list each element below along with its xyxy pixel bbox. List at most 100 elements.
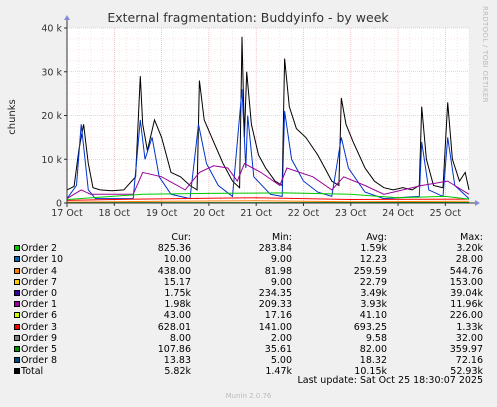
legend-swatch [14, 368, 20, 375]
legend-max: 226.00 [449, 310, 483, 322]
legend-row: Order 7 15.17 9.00 22.79 153.00 [0, 277, 497, 288]
legend-name: Order 2 [21, 243, 58, 255]
rrdtool-watermark: RRDTOOL / TOBI OETIKER [481, 6, 489, 103]
legend-row: Order 3 628.01 141.00 693.25 1.33k [0, 322, 497, 333]
legend-avg: 3.49k [360, 287, 387, 299]
legend-header-cur: Cur: [171, 232, 191, 243]
legend-name: Order 7 [21, 276, 58, 288]
legend-max: 359.97 [449, 343, 483, 355]
legend-name: Order 10 [21, 254, 64, 266]
legend-name: Order 9 [21, 332, 58, 344]
legend-row: Order 9 8.00 2.00 9.58 32.00 [0, 333, 497, 344]
legend-avg: 10.15k [354, 366, 387, 378]
x-tick-label: 23 Oct [335, 208, 367, 219]
legend-name: Order 0 [21, 287, 58, 299]
chart: External fragmentation: Buddyinfo - by w… [7, 10, 480, 219]
legend-name: Order 8 [21, 355, 58, 367]
legend-swatch [14, 312, 20, 319]
legend-min: 9.00 [270, 254, 292, 266]
legend-avg: 1.59k [360, 243, 387, 255]
legend-cur: 43.00 [163, 310, 191, 322]
x-tick-label: 25 Oct [430, 208, 462, 219]
legend-avg: 259.59 [353, 265, 387, 277]
legend-max: 3.20k [456, 243, 483, 255]
legend-avg: 22.79 [359, 276, 387, 288]
legend-row: Order 4 438.00 81.98 259.59 544.76 [0, 266, 497, 277]
legend-avg: 9.58 [365, 332, 387, 344]
legend-min: 1.47k [265, 366, 292, 378]
x-tick-label: 20 Oct [193, 208, 225, 219]
legend-header-max: Max: [460, 232, 483, 243]
legend-swatch [14, 267, 20, 274]
y-tick-label: 20 k [41, 111, 62, 122]
legend-min: 81.98 [264, 265, 292, 277]
legend-min: 2.00 [270, 332, 292, 344]
x-tick-label: 22 Oct [288, 208, 320, 219]
series-line-order-2 [66, 192, 470, 200]
legend-cur: 8.00 [169, 332, 191, 344]
legend-swatch [14, 256, 20, 263]
legend-min: 17.16 [264, 310, 292, 322]
legend-name: Total [21, 366, 44, 378]
legend-name: Order 6 [21, 310, 58, 322]
legend-cur: 628.01 [157, 321, 191, 333]
legend-header-avg: Avg: [366, 232, 387, 243]
legend-row: Order 1 1.98k 209.33 3.93k 11.96k [0, 299, 497, 310]
y-tick-label: 0 [56, 199, 62, 210]
x-tick-label: 19 Oct [146, 208, 178, 219]
legend-swatch [14, 323, 20, 330]
legend-cur: 1.75k [164, 287, 191, 299]
legend-swatch [14, 301, 20, 308]
y-tick-label: 40 k [41, 24, 62, 35]
legend-row: Order 6 43.00 17.16 41.10 226.00 [0, 310, 497, 321]
legend-max: 153.00 [449, 276, 483, 288]
legend-cur: 5.82k [164, 366, 191, 378]
series-line-total [66, 36, 470, 192]
legend-header-min: Min: [271, 232, 292, 243]
legend-max: 52.93k [450, 366, 483, 378]
legend-name: Order 3 [21, 321, 58, 333]
legend-swatch [14, 245, 20, 252]
legend-min: 209.33 [258, 299, 292, 311]
munin-version: Munin 2.0.76 [225, 392, 272, 400]
legend-cur: 107.86 [157, 343, 191, 355]
legend-min: 35.61 [264, 343, 292, 355]
x-tick-label: 18 Oct [99, 208, 131, 219]
chart-title: External fragmentation: Buddyinfo - by w… [107, 10, 389, 25]
legend-cur: 15.17 [163, 276, 191, 288]
series-layer [66, 36, 470, 204]
legend-avg: 18.32 [359, 355, 387, 367]
legend-swatch [14, 289, 20, 296]
legend-max: 32.00 [455, 332, 483, 344]
legend-row: Order 5 107.86 35.61 82.00 359.97 [0, 344, 497, 355]
legend-row: Order 0 1.75k 234.35 3.49k 39.04k [0, 288, 497, 299]
legend-max: 72.16 [455, 355, 483, 367]
legend-swatch [14, 345, 20, 352]
legend-min: 5.00 [270, 355, 292, 367]
legend-swatch [14, 357, 20, 364]
legend-row: Order 10 10.00 9.00 12.23 28.00 [0, 254, 497, 265]
legend-min: 283.84 [258, 243, 292, 255]
legend-header: Cur: Min: Avg: Max: [0, 232, 497, 243]
legend-cur: 825.36 [157, 243, 191, 255]
series-line-order-4 [66, 200, 470, 203]
legend-cur: 10.00 [163, 254, 191, 266]
legend-row: Order 2 825.36 283.84 1.59k 3.20k [0, 243, 497, 254]
y-tick-label: 30 k [41, 67, 62, 78]
legend: Cur: Min: Avg: Max: Order 2 825.36 283.84 1… [0, 232, 497, 377]
legend-max: 544.76 [449, 265, 483, 277]
legend-avg: 693.25 [353, 321, 387, 333]
legend-max: 28.00 [455, 254, 483, 266]
legend-name: Order 5 [21, 343, 58, 355]
legend-row: Order 8 13.83 5.00 18.32 72.16 [0, 355, 497, 366]
legend-swatch [14, 278, 20, 285]
legend-max: 39.04k [450, 287, 483, 299]
legend-swatch [14, 334, 20, 341]
y-tick-label: 10 k [41, 155, 62, 166]
legend-name: Order 4 [21, 265, 58, 277]
legend-avg: 41.10 [359, 310, 387, 322]
x-tick-label: 24 Oct [382, 208, 414, 219]
last-update: Last update: Sat Oct 25 18:30:07 2025 [297, 375, 483, 386]
legend-min: 234.35 [258, 287, 292, 299]
grid [66, 27, 470, 204]
